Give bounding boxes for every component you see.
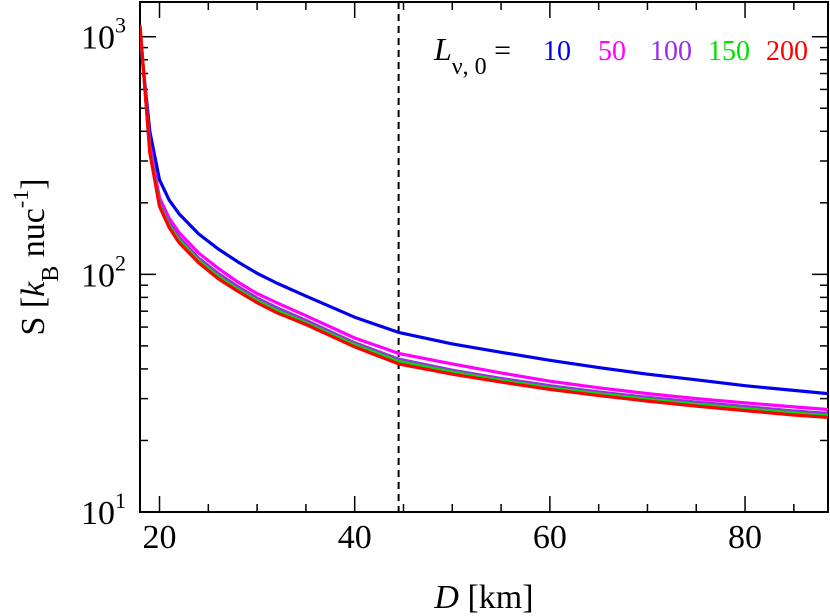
legend-entry-50: 50 [598, 36, 626, 67]
y-tick-label: 101 [81, 488, 126, 532]
x-tick-label: 20 [143, 519, 177, 556]
series-line-200 [140, 24, 828, 419]
plot-frame [139, 1, 829, 513]
series-line-10 [140, 36, 828, 396]
y-axis-title: S [kB nuc-1] [8, 178, 64, 335]
series-line-50 [140, 28, 828, 412]
x-axis-title: D [km] [433, 579, 533, 616]
axis-ticks [140, 2, 828, 513]
y-tick-label: 102 [81, 250, 126, 294]
y-tick-labels: 101 102 103 [81, 13, 126, 532]
x-tick-label: 60 [533, 519, 567, 556]
legend: Lν, 0 = 10 50 100 150 200 [433, 31, 808, 80]
series-line-100 [140, 26, 828, 415]
legend-entry-150: 150 [708, 36, 750, 67]
legend-entry-200: 200 [766, 36, 808, 67]
legend-entry-10: 10 [543, 36, 571, 67]
y-tick-label: 103 [81, 13, 126, 57]
x-tick-label: 80 [728, 519, 762, 556]
series-line-150 [140, 25, 828, 418]
series-lines [140, 24, 828, 419]
axis-titles: D [km] S [kB nuc-1] [8, 178, 534, 616]
x-tick-labels: 20 40 60 80 [143, 519, 763, 556]
legend-entry-100: 100 [650, 36, 692, 67]
legend-label: Lν, 0 = [433, 31, 511, 80]
x-tick-label: 40 [338, 519, 372, 556]
